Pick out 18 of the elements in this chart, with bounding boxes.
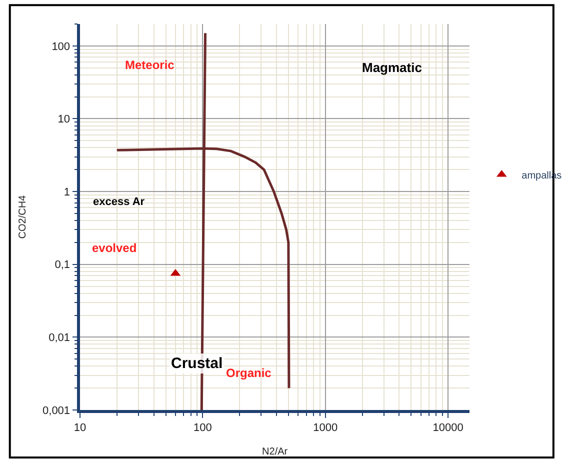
y-tick-label: 0,1 xyxy=(54,259,70,272)
x-axis-title: N2/Ar xyxy=(262,446,288,458)
y-tick-label: 100 xyxy=(52,40,70,53)
x-tick-label: 1000 xyxy=(313,422,338,434)
y-axis-title: CO2/CH4 xyxy=(18,194,29,239)
x-tick-label: 10000 xyxy=(432,422,464,434)
annotation: Crustal xyxy=(171,355,223,372)
y-tick-label: 1 xyxy=(64,186,70,198)
annotation: evolved xyxy=(92,241,137,255)
annotation: Organic xyxy=(226,366,272,380)
y-tick-label: 10 xyxy=(58,114,70,126)
x-tick-label: 100 xyxy=(194,422,212,434)
x-tick-label: 10 xyxy=(74,422,86,434)
annotation: Meteoric xyxy=(125,58,175,72)
annotation: Magmatic xyxy=(362,60,422,75)
annotation: excess Ar xyxy=(93,196,146,208)
y-tick-label: 0,001 xyxy=(42,404,70,417)
y-tick-label: 0,01 xyxy=(48,332,70,344)
